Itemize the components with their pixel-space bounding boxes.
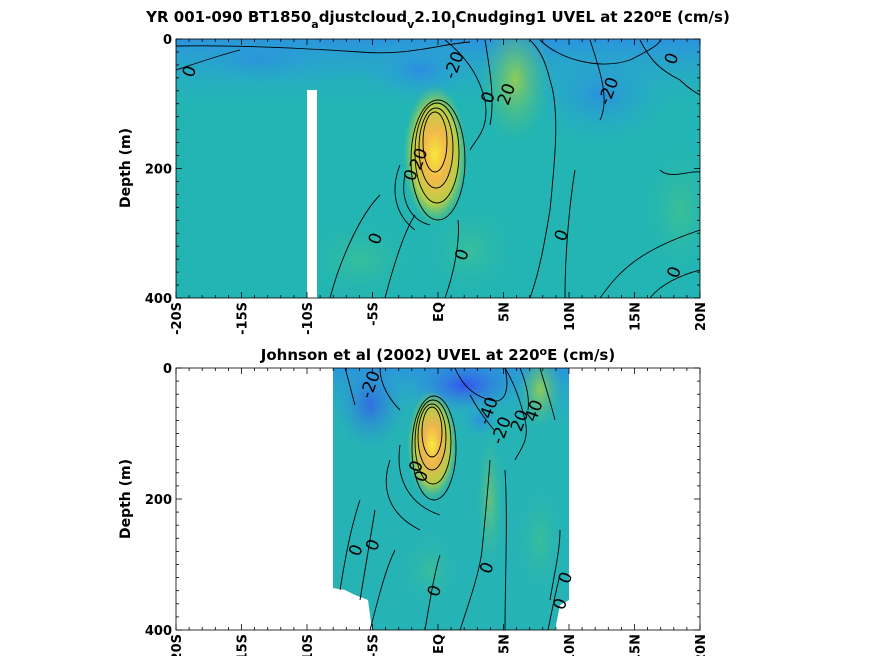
x-tick-label: 10N bbox=[563, 634, 578, 656]
field-obs bbox=[333, 368, 569, 630]
title-part: 2.10 bbox=[414, 8, 451, 26]
axis-ticks-obs: -20S -15S -10S -5S EQ 5N 10N 15N 20N 0 200 400 bbox=[145, 362, 709, 656]
x-tick-label: -15S bbox=[236, 302, 251, 335]
title-part: E (cm/s) bbox=[547, 346, 615, 364]
x-tick-label: 20N bbox=[694, 634, 709, 656]
title-part: I bbox=[451, 18, 455, 31]
x-tick-label: -5S bbox=[367, 634, 382, 656]
title-part: o bbox=[654, 7, 662, 20]
x-tick-label: -10S bbox=[301, 634, 316, 656]
x-tick-label: 15N bbox=[629, 302, 644, 331]
title-part: Cnudging1 UVEL at 220 bbox=[455, 8, 654, 26]
y-tick-label: 400 bbox=[145, 292, 172, 307]
x-tick-label: 5N bbox=[498, 302, 513, 322]
x-tick-label: 10N bbox=[563, 302, 578, 331]
title-part: E (cm/s) bbox=[662, 8, 730, 26]
y-tick-label: 400 bbox=[145, 624, 172, 639]
x-tick-label: -15S bbox=[236, 634, 251, 656]
x-tick-label: EQ bbox=[432, 634, 447, 654]
title-part: v bbox=[407, 18, 415, 31]
x-tick-label: 20N bbox=[694, 302, 709, 331]
title-part: a bbox=[311, 18, 318, 31]
x-tick-label: -5S bbox=[367, 302, 382, 326]
contour-lines-model bbox=[176, 39, 700, 298]
y-tick-label: 200 bbox=[145, 493, 172, 508]
y-axis-label-model: Depth (m) bbox=[118, 128, 134, 208]
chart-title-obs: Johnson et al (2002) UVEL at 220oE (cm/s… bbox=[260, 345, 615, 364]
title-part: djustcloud bbox=[319, 8, 407, 26]
x-tick-label: -10S bbox=[301, 302, 316, 335]
y-axis-label-obs: Depth (m) bbox=[118, 459, 134, 539]
field-model bbox=[176, 39, 700, 298]
title-part: Johnson et al (2002) UVEL at 220 bbox=[260, 346, 540, 364]
x-tick-label: -20S bbox=[170, 302, 185, 335]
panel-model: YR 001-090 BT1850adjustcloudv2.10ICnudgi… bbox=[118, 7, 730, 335]
axis-ticks-model: -20S -15S -10S -5S EQ 5N 10N 15N 20N 0 200 400 bbox=[145, 33, 709, 335]
panel-obs: Johnson et al (2002) UVEL at 220oE (cm/s… bbox=[118, 345, 709, 656]
contour-lines-obs bbox=[339, 368, 561, 630]
x-tick-label: 15N bbox=[629, 634, 644, 656]
x-tick-label: -20S bbox=[170, 634, 185, 656]
chart-title-model: YR 001-090 BT1850adjustcloudv2.10ICnudgi… bbox=[145, 7, 730, 31]
x-tick-label: 5N bbox=[498, 634, 513, 654]
title-part: YR 001-090 BT1850 bbox=[145, 8, 311, 26]
y-tick-label: 0 bbox=[163, 362, 172, 377]
y-tick-label: 0 bbox=[163, 33, 172, 48]
title-part: o bbox=[540, 345, 548, 358]
y-tick-label: 200 bbox=[145, 163, 172, 178]
masked-column bbox=[307, 90, 317, 298]
x-tick-label: EQ bbox=[432, 302, 447, 322]
